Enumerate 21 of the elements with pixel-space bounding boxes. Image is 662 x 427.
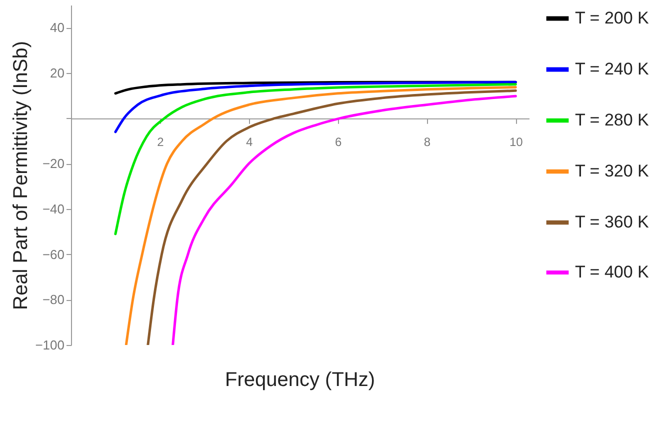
y-tick-label: −100 bbox=[35, 338, 64, 352]
legend-label: T = 360 K bbox=[575, 212, 650, 232]
x-tick-label: 10 bbox=[509, 134, 524, 149]
y-tick-label: −60 bbox=[42, 246, 64, 262]
x-tick-label: 2 bbox=[157, 134, 164, 149]
x-axis-title: Frequency (THz) bbox=[224, 369, 376, 391]
legend-label: T = 200 K bbox=[575, 8, 650, 28]
legend-label: T = 280 K bbox=[575, 110, 650, 130]
y-tick-label: 40 bbox=[50, 20, 64, 36]
legend-label: T = 240 K bbox=[575, 60, 650, 78]
y-tick-label: −20 bbox=[42, 156, 64, 172]
x-tick-label: 6 bbox=[334, 134, 342, 149]
y-tick-label: 20 bbox=[50, 66, 64, 80]
line-series bbox=[114, 80, 517, 134]
legend-label: T = 400 K bbox=[575, 262, 650, 282]
y-tick-label: −40 bbox=[42, 202, 64, 216]
legend-label: T = 320 K bbox=[575, 162, 650, 180]
y-axis-title: Real Part of Permittivity (InSb) bbox=[10, 41, 32, 310]
x-tick-label: 4 bbox=[246, 134, 254, 149]
y-tick-label: −80 bbox=[42, 292, 64, 308]
x-tick-label: 8 bbox=[424, 134, 431, 149]
